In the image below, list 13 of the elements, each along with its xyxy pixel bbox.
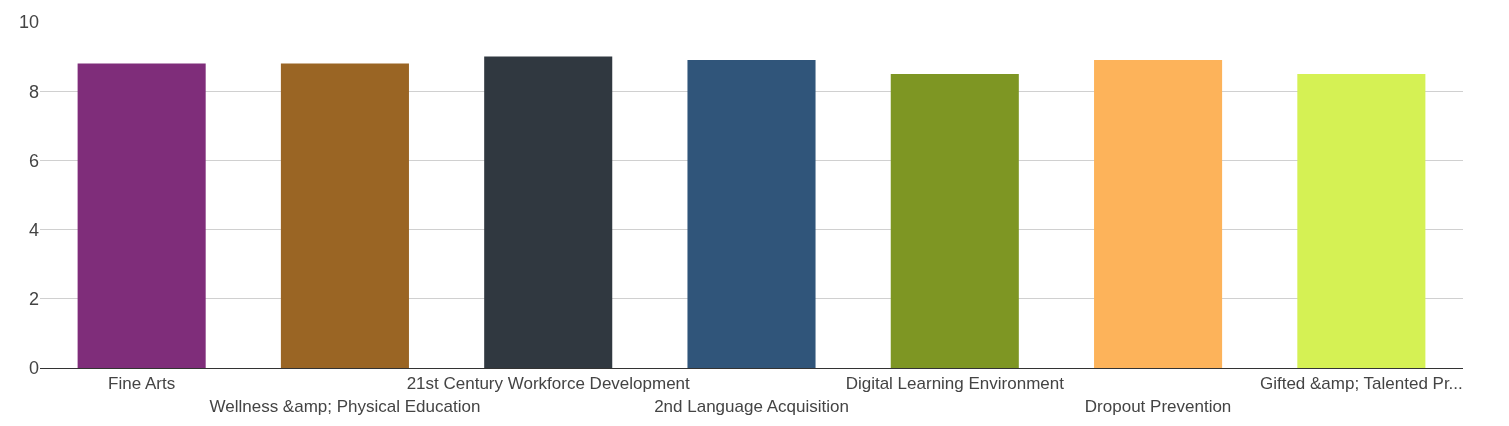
y-tick-label: 4 (28, 219, 39, 240)
x-tick-label: 21st Century Workforce Development (406, 374, 691, 394)
x-tick-label: 2nd Language Acquisition (654, 396, 849, 416)
x-tick-label: Gifted &amp; Talented Pr... (1259, 374, 1463, 394)
y-tick-label: 10 (18, 12, 39, 33)
x-tick-label: Digital Learning Environment (845, 374, 1065, 394)
x-tick-label: Dropout Prevention (1084, 396, 1232, 416)
y-tick-label: 6 (28, 150, 39, 171)
x-tick-label: Fine Arts (108, 374, 176, 394)
y-tick-label: 0 (28, 358, 39, 379)
y-tick-label: 2 (28, 289, 39, 310)
x-tick-label: Wellness &amp; Physical Education (209, 396, 481, 416)
y-tick-label: 8 (28, 81, 39, 102)
